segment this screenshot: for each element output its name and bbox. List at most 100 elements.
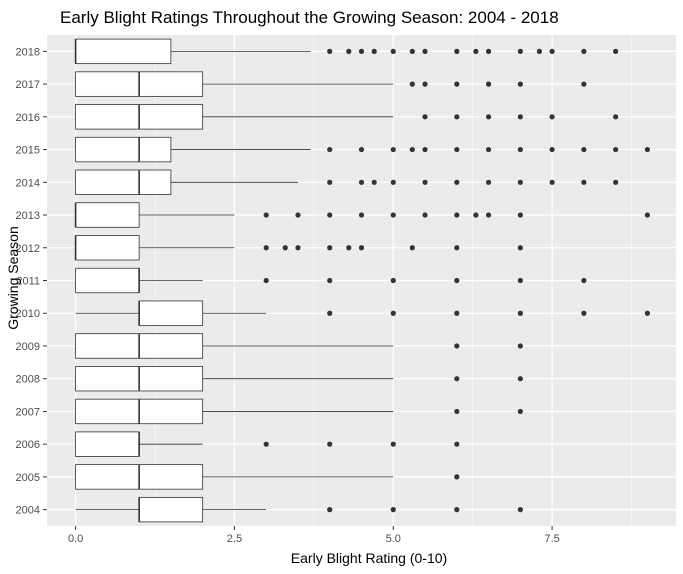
outlier-point	[327, 146, 333, 153]
y-tick-label: 2008	[16, 374, 40, 386]
box-iqr	[75, 431, 140, 457]
outlier-point	[454, 310, 460, 316]
outlier-point	[485, 48, 492, 54]
outlier-point	[263, 277, 269, 284]
outlier-point	[390, 146, 396, 153]
outlier-point	[358, 146, 365, 153]
outlier-point	[517, 81, 523, 87]
outlier-point	[517, 179, 523, 185]
outlier-point	[485, 81, 492, 87]
box-2010	[75, 300, 651, 326]
outlier-point	[454, 277, 460, 284]
outlier-point	[390, 48, 396, 54]
box-iqr	[138, 300, 204, 326]
box-iqr	[75, 202, 140, 228]
outlier-point	[327, 507, 333, 513]
outlier-point	[390, 310, 396, 316]
outlier-point	[358, 245, 365, 251]
outlier-point	[454, 114, 460, 120]
outlier-point	[536, 48, 542, 54]
outlier-point	[613, 179, 619, 185]
outlier-point	[358, 48, 365, 54]
outlier-point	[644, 212, 651, 218]
outlier-point	[327, 245, 333, 251]
outlier-point	[517, 376, 523, 382]
y-tick-label: 2017	[16, 79, 40, 91]
x-tick-label: 0.0	[68, 533, 83, 545]
outlier-point	[517, 343, 523, 349]
y-axis: 2004 2005 2006 2007 2008 2009 2010 2011 2012 2013…	[16, 46, 47, 517]
y-tick-label: 2016	[16, 112, 40, 124]
outlier-point	[485, 146, 492, 153]
outlier-point	[327, 212, 333, 218]
outlier-point	[390, 179, 396, 185]
outlier-point	[517, 146, 523, 153]
x-tick-label: 7.5	[544, 533, 559, 545]
outlier-point	[346, 48, 352, 54]
box-2016	[75, 104, 619, 130]
box-2005	[75, 464, 460, 490]
x-axis-title: Early Blight Rating (0-10)	[291, 550, 447, 566]
y-tick-label: 2013	[16, 210, 40, 222]
outlier-point	[454, 507, 460, 513]
outlier-point	[454, 441, 460, 447]
y-tick-label: 2014	[16, 177, 40, 189]
outlier-point	[371, 48, 377, 54]
box-2018	[74, 38, 619, 65]
box-2015	[75, 136, 651, 163]
box-2009	[75, 333, 523, 359]
outlier-point	[581, 179, 587, 185]
boxes-layer	[74, 38, 651, 523]
outlier-point	[422, 114, 428, 120]
outlier-point	[454, 408, 460, 415]
outlier-point	[517, 245, 523, 251]
outlier-point	[549, 146, 555, 153]
outlier-point	[422, 48, 428, 54]
outlier-point	[327, 277, 333, 284]
y-tick-label: 2015	[16, 145, 40, 157]
outlier-point	[422, 146, 428, 153]
outlier-point	[422, 212, 428, 218]
box-iqr	[75, 38, 172, 65]
outlier-point	[581, 48, 587, 54]
outlier-point	[517, 114, 523, 120]
outlier-point	[517, 408, 523, 415]
outlier-point	[263, 245, 269, 251]
outlier-point	[454, 179, 460, 185]
outlier-point	[409, 146, 415, 153]
outlier-point	[263, 441, 269, 447]
outlier-point	[454, 212, 460, 218]
y-tick-label: 2010	[16, 308, 40, 320]
y-tick-label: 2018	[16, 46, 40, 58]
outlier-point	[409, 81, 415, 87]
y-tick-label: 2005	[16, 472, 40, 484]
outlier-point	[454, 343, 460, 349]
outlier-point	[644, 310, 651, 316]
box-2011	[75, 267, 587, 294]
box-iqr	[75, 235, 140, 261]
x-tick-label: 5.0	[386, 533, 401, 545]
outlier-point	[327, 310, 333, 316]
outlier-point	[517, 507, 523, 513]
outlier-point	[581, 146, 587, 153]
outlier-point	[517, 212, 523, 218]
box-2004	[75, 496, 523, 523]
outlier-point	[549, 48, 555, 54]
outlier-point	[390, 277, 396, 284]
outlier-point	[295, 212, 301, 218]
outlier-point	[454, 81, 460, 87]
box-iqr	[75, 136, 172, 163]
chart-title: Early Blight Ratings Throughout the Grow…	[60, 8, 559, 27]
box-iqr	[138, 496, 204, 523]
outlier-point	[371, 179, 377, 185]
outlier-point	[517, 310, 523, 316]
box-2008	[75, 366, 523, 392]
outlier-point	[581, 310, 587, 316]
outlier-point	[454, 474, 460, 480]
box-2006	[75, 431, 460, 457]
outlier-point	[613, 114, 619, 120]
y-tick-label: 2011	[16, 276, 40, 288]
outlier-point	[581, 81, 587, 87]
outlier-point	[454, 376, 460, 382]
outlier-point	[485, 114, 492, 120]
